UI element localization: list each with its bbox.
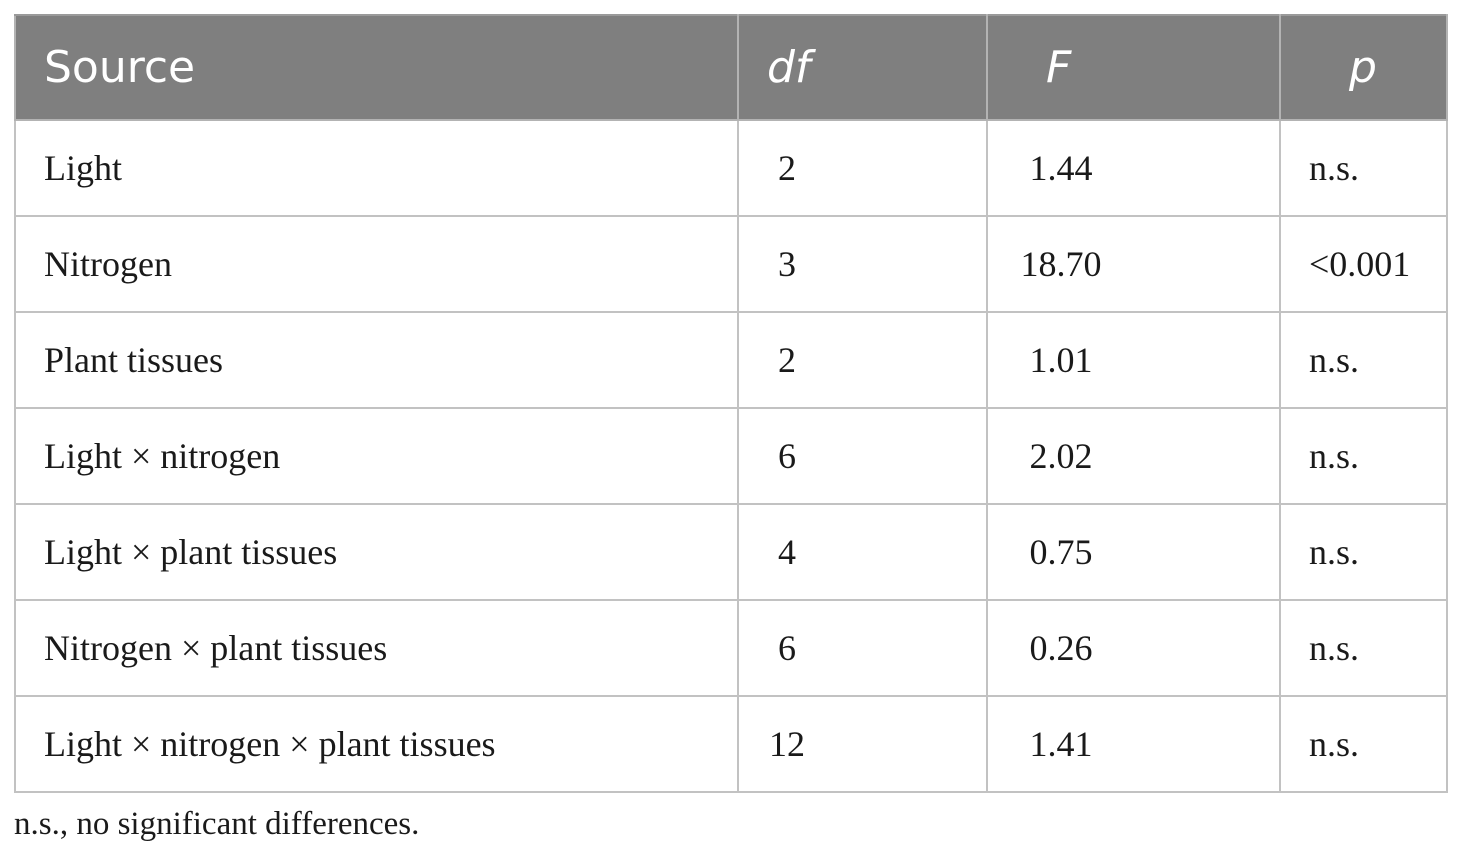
- table-row: Plant tissues 2 1.01 n.s.: [14, 311, 1448, 409]
- cell-df: 12: [737, 695, 988, 793]
- header-f: F: [986, 14, 1281, 121]
- table-footnote: n.s., no significant differences.: [14, 806, 420, 842]
- table-row: Light × nitrogen × plant tissues 12 1.41…: [14, 695, 1448, 793]
- cell-df-value: 4: [778, 532, 796, 572]
- cell-df: 3: [737, 215, 988, 313]
- header-p: p: [1279, 14, 1448, 121]
- table-header: Source df F p: [14, 14, 1448, 121]
- cell-source: Light × nitrogen × plant tissues: [14, 695, 739, 793]
- cell-f: 1.01: [986, 311, 1281, 409]
- table-row: Light × plant tissues 4 0.75 n.s.: [14, 503, 1448, 601]
- table-body: Light 2 1.44 n.s. Nitrogen 3 18.70 <0.00…: [14, 119, 1448, 793]
- cell-p: n.s.: [1279, 599, 1448, 697]
- cell-source: Plant tissues: [14, 311, 739, 409]
- cell-source: Light × nitrogen: [14, 407, 739, 505]
- cell-source: Light: [14, 119, 739, 217]
- cell-df-value: 3: [778, 244, 796, 284]
- cell-p: n.s.: [1279, 695, 1448, 793]
- cell-df: 2: [737, 119, 988, 217]
- cell-source: Nitrogen × plant tissues: [14, 599, 739, 697]
- cell-f-value: 1.41: [1029, 724, 1093, 764]
- cell-p: n.s.: [1279, 503, 1448, 601]
- cell-p: n.s.: [1279, 311, 1448, 409]
- cell-df-value: 2: [778, 340, 796, 380]
- cell-source: Light × plant tissues: [14, 503, 739, 601]
- cell-f: 1.41: [986, 695, 1281, 793]
- header-df: df: [737, 14, 988, 121]
- cell-f-value: 1.44: [1029, 148, 1093, 188]
- cell-f-value: 0.75: [1029, 532, 1093, 572]
- header-row: Source df F p: [14, 14, 1448, 121]
- cell-df-value: 12: [769, 724, 805, 764]
- cell-f: 0.26: [986, 599, 1281, 697]
- cell-df: 2: [737, 311, 988, 409]
- table-row: Nitrogen × plant tissues 6 0.26 n.s.: [14, 599, 1448, 697]
- table-row: Nitrogen 3 18.70 <0.001: [14, 215, 1448, 313]
- cell-f-value: 1.01: [1029, 340, 1093, 380]
- cell-f: 0.75: [986, 503, 1281, 601]
- cell-p: n.s.: [1279, 407, 1448, 505]
- cell-f: 2.02: [986, 407, 1281, 505]
- anova-table: Source df F p Light 2 1.44 n.s. Nitrogen…: [14, 14, 1448, 793]
- cell-p: n.s.: [1279, 119, 1448, 217]
- cell-f-value: 18.70: [1020, 244, 1102, 284]
- cell-f: 18.70: [986, 215, 1281, 313]
- cell-f-value: 2.02: [1029, 436, 1093, 476]
- cell-p: <0.001: [1279, 215, 1448, 313]
- cell-df: 4: [737, 503, 988, 601]
- cell-df-value: 6: [778, 436, 796, 476]
- cell-df: 6: [737, 599, 988, 697]
- table-row: Light 2 1.44 n.s.: [14, 119, 1448, 217]
- cell-f: 1.44: [986, 119, 1281, 217]
- cell-df-value: 6: [778, 628, 796, 668]
- cell-df: 6: [737, 407, 988, 505]
- cell-source: Nitrogen: [14, 215, 739, 313]
- table-row: Light × nitrogen 6 2.02 n.s.: [14, 407, 1448, 505]
- cell-f-value: 0.26: [1029, 628, 1093, 668]
- cell-df-value: 2: [778, 148, 796, 188]
- header-source: Source: [14, 14, 739, 121]
